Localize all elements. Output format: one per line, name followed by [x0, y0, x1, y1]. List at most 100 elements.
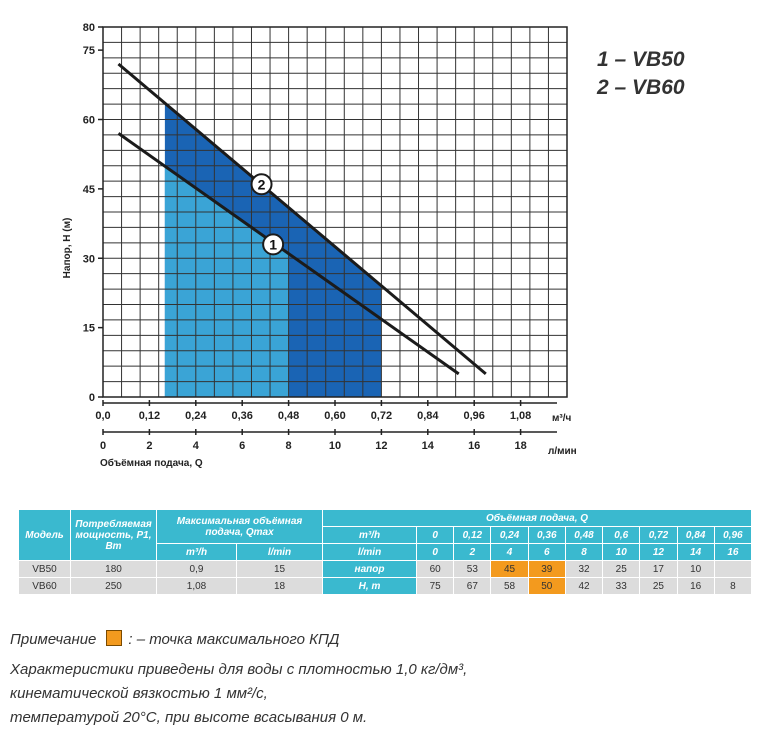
- y-tick-label: 80: [83, 22, 95, 34]
- curve-badge-2: [250, 173, 273, 196]
- x-top-tick-label: 0,72: [371, 410, 392, 422]
- head-vb60-value: 42: [564, 577, 604, 595]
- note-line-1: Характеристики приведены для воды с плот…: [10, 661, 468, 678]
- head-vb60-value: 25: [639, 577, 678, 595]
- flow-header: Объёмная подача, Q: [322, 509, 752, 527]
- y-tick-label: 60: [83, 115, 95, 127]
- qmax-m3h-unit: m³/h: [156, 543, 237, 561]
- flow-lmin-value: 0: [416, 543, 455, 561]
- flow-m3h-value: 0,36: [527, 526, 566, 544]
- curve-1: [117, 132, 460, 376]
- x-top-tick-label: 0,84: [417, 410, 439, 422]
- note-line-2: кинематической вязкостью 1 мм²/с,: [10, 685, 268, 702]
- x-bottom-tick-label: 16: [468, 440, 480, 452]
- flow-m3h-value: 0: [416, 526, 455, 544]
- x-bottom-label: Объёмная подача, Q: [100, 457, 203, 469]
- head-vb60-value: 58: [490, 577, 529, 595]
- x-bottom-tick-label: 18: [514, 440, 526, 452]
- flow-m3h-value: 0,24: [490, 526, 529, 544]
- head-vb60-value: 67: [453, 577, 492, 595]
- qmax-lmin-vb50: 15: [235, 560, 324, 578]
- y-tick-label: 0: [89, 392, 95, 404]
- head-label-1: напор: [322, 560, 418, 578]
- legend-vb60: 2 – VB60: [597, 76, 685, 99]
- flow-lmin-label: l/min: [322, 543, 418, 561]
- note-suffix: : – точка максимального КПД: [128, 631, 340, 648]
- x-top-tick-label: 0,96: [463, 410, 484, 422]
- qmax-lmin-vb60: 18: [235, 577, 324, 595]
- model-vb50: VB50: [18, 560, 71, 578]
- head-vb50-value: 53: [453, 560, 492, 578]
- curve-badge-1: [262, 233, 285, 256]
- x-top-tick-label: 0,24: [185, 410, 207, 422]
- y-tick-label: 30: [83, 253, 95, 265]
- model-header: Модель: [18, 509, 71, 561]
- power-vb50: 180: [70, 560, 157, 578]
- flow-m3h-label: m³/h: [322, 526, 418, 544]
- flow-lmin-value: 2: [453, 543, 492, 561]
- qmax-m3h-vb50: 0,9: [156, 560, 237, 578]
- qmax-m3h-vb60: 1,08: [156, 577, 237, 595]
- x-bottom-tick-label: 4: [193, 440, 200, 452]
- note-line-3: температурой 20°С, при высоте всасывания…: [10, 709, 368, 726]
- head-vb50-value: [713, 560, 753, 578]
- qmax-lmin-unit: l/min: [235, 543, 324, 561]
- x-bottom-tick-label: 8: [286, 440, 292, 452]
- y-tick-label: 15: [83, 323, 95, 335]
- flow-lmin-value: 12: [639, 543, 678, 561]
- pump-curves: [117, 62, 487, 376]
- flow-m3h-value: 0,96: [713, 526, 753, 544]
- model-vb60: VB60: [18, 577, 71, 595]
- flow-lmin-value: 10: [602, 543, 641, 561]
- power-header: Потребляемая мощность, P1, Вт: [70, 509, 157, 561]
- x-bottom-tick-label: 10: [329, 440, 341, 452]
- head-vb60-value: 16: [676, 577, 715, 595]
- power-vb60: 250: [70, 577, 157, 595]
- flow-m3h-value: 0,12: [453, 526, 492, 544]
- y-tick-label: 45: [83, 184, 95, 196]
- note-legend: Примечание : – точка максимального КПД: [10, 630, 339, 648]
- head-vb60-value: 8: [713, 577, 753, 595]
- note-prefix: Примечание: [10, 631, 97, 648]
- curve-labels: 12: [250, 173, 285, 256]
- x-top-tick-label: 0,48: [278, 410, 299, 422]
- y-tick-label: 75: [83, 45, 95, 57]
- x-top-tick-label: 0,36: [231, 410, 252, 422]
- legend-vb50: 1 – VB50: [597, 48, 685, 71]
- head-vb50-value: 32: [564, 560, 604, 578]
- x-top-unit: м³/ч: [552, 413, 572, 424]
- flow-lmin-value: 4: [490, 543, 529, 561]
- x-top-tick-label: 0,60: [324, 410, 345, 422]
- curve-badge-label-2: 2: [258, 176, 266, 192]
- x-bottom-tick-label: 14: [422, 440, 435, 452]
- curve-2: [117, 62, 487, 376]
- head-vb50-value: 17: [639, 560, 678, 578]
- x-bottom-unit: л/мин: [548, 446, 577, 457]
- y-axis-label: Напор, Н (м): [62, 218, 73, 279]
- flow-lmin-value: 14: [676, 543, 715, 561]
- head-vb60-value: 75: [416, 577, 455, 595]
- x-top-tick-label: 0,12: [139, 410, 160, 422]
- x-bottom-tick-label: 12: [375, 440, 387, 452]
- x-bottom-tick-label: 0: [100, 440, 106, 452]
- flow-m3h-value: 0,84: [676, 526, 715, 544]
- qmax-header: Максимальная объёмная подача, Qmax: [155, 509, 324, 544]
- head-vb50-value: 25: [602, 560, 641, 578]
- flow-lmin-value: 6: [527, 543, 566, 561]
- x-bottom-tick-label: 6: [239, 440, 245, 452]
- head-vb60-value: 33: [602, 577, 641, 595]
- head-vb50-value: 45: [490, 560, 529, 578]
- curve-badge-label-1: 1: [269, 236, 277, 252]
- head-vb50-value: 39: [527, 560, 566, 578]
- head-vb60-value: 50: [527, 577, 566, 595]
- head-vb50-value: 10: [676, 560, 715, 578]
- flow-m3h-value: 0,6: [602, 526, 641, 544]
- flow-lmin-value: 16: [713, 543, 753, 561]
- spec-table: Модель Потребляемая мощность, P1, Вт Мак…: [18, 509, 753, 595]
- x-top-tick-label: 0,0: [95, 410, 110, 422]
- chart-grid: [102, 26, 568, 398]
- flow-lmin-value: 8: [564, 543, 604, 561]
- plot-frame: [102, 26, 568, 398]
- flow-m3h-value: 0,72: [639, 526, 678, 544]
